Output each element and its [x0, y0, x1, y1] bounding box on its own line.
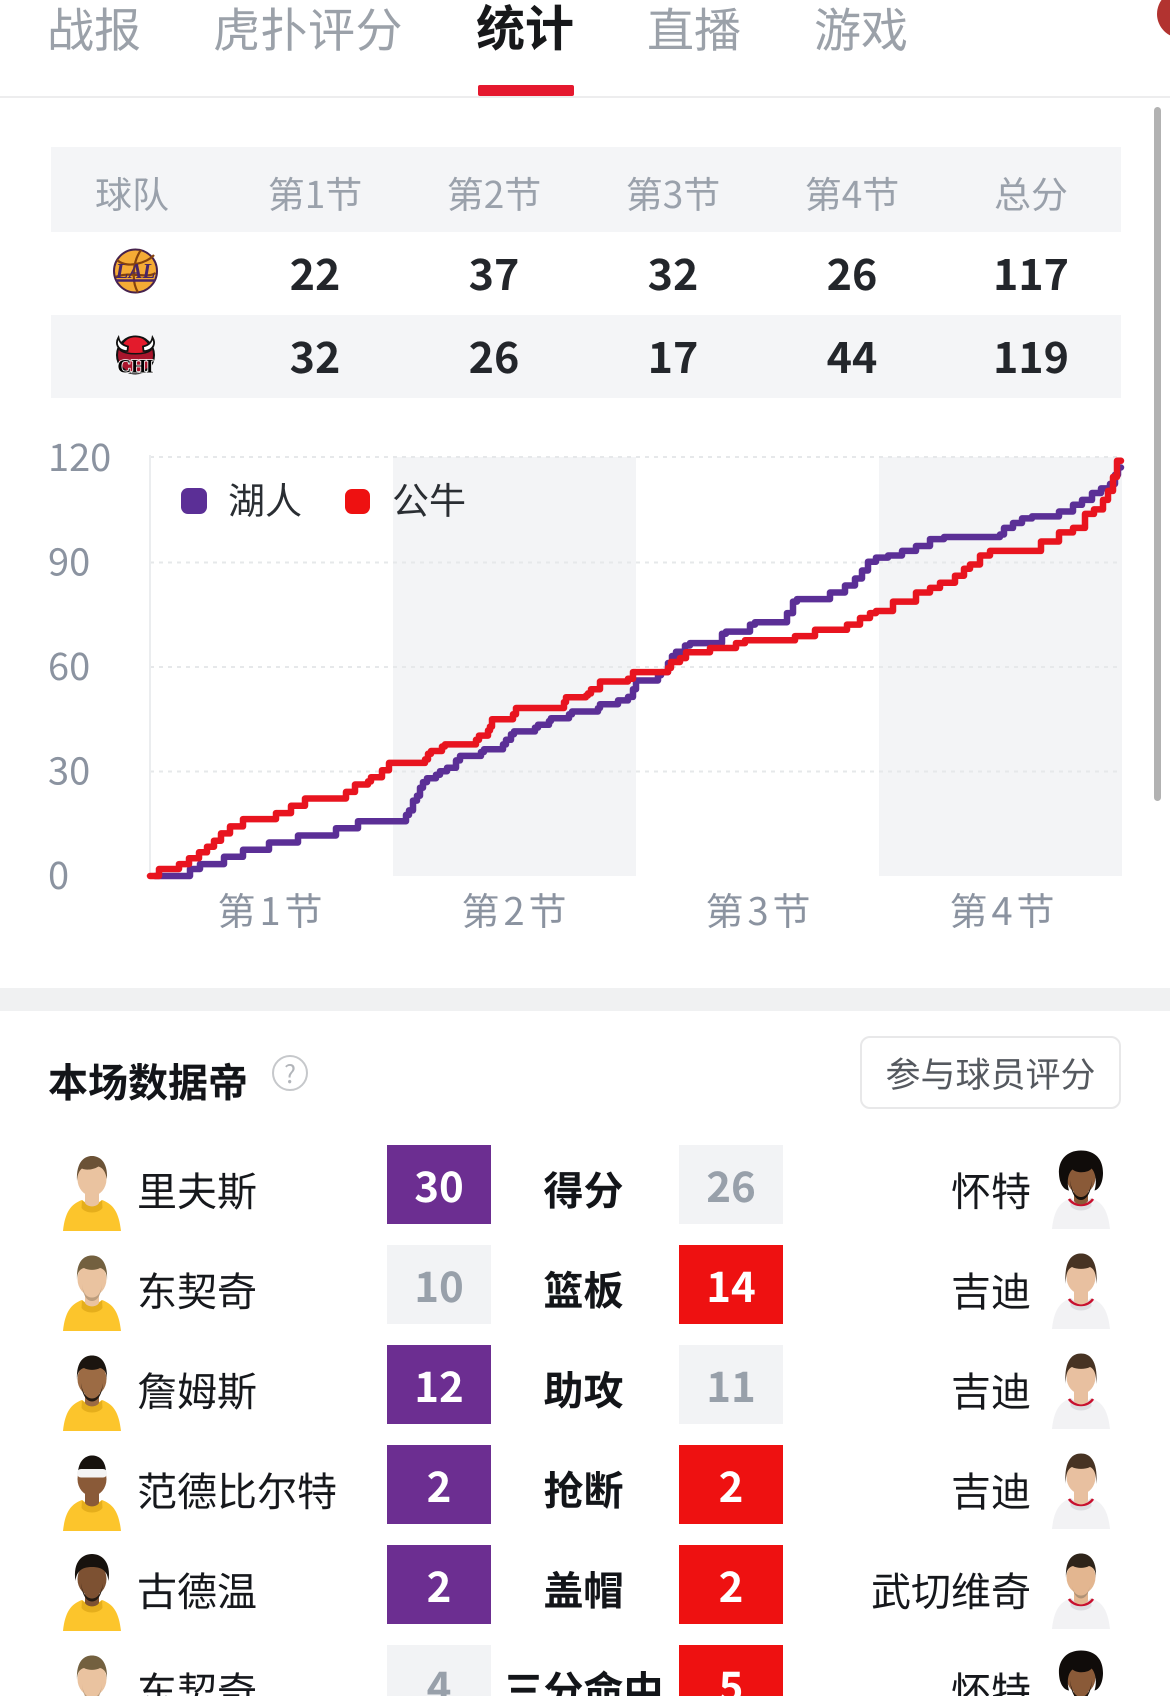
- svg-text:120: 120: [48, 430, 111, 482]
- svg-text:CHI: CHI: [118, 357, 154, 378]
- svg-text:30: 30: [48, 741, 90, 796]
- svg-text:第1节: 第1节: [217, 881, 326, 936]
- svg-text:90: 90: [48, 532, 90, 587]
- svg-text:60: 60: [48, 636, 90, 691]
- svg-text:第3节: 第3节: [705, 881, 814, 936]
- svg-text:0: 0: [48, 845, 69, 900]
- svg-text:第4节: 第4节: [949, 881, 1058, 936]
- svg-text:第2节: 第2节: [461, 881, 570, 936]
- svg-text:湖人: 湖人: [228, 471, 302, 525]
- svg-text:LAL: LAL: [115, 259, 156, 283]
- svg-text:公牛: 公牛: [392, 471, 466, 525]
